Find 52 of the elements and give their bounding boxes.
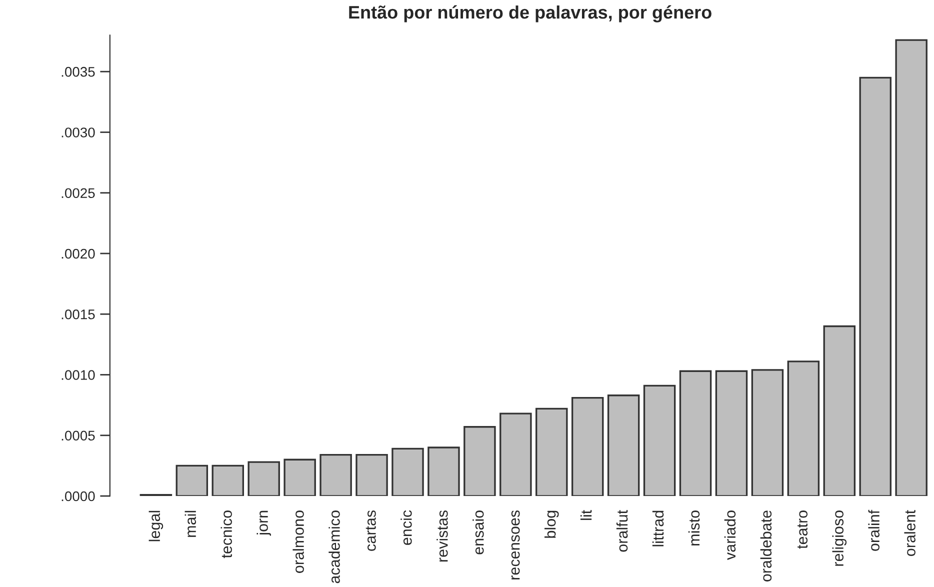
bar [715, 370, 748, 496]
bar [500, 412, 532, 496]
x-tick-label: recensoes [511, 510, 520, 580]
y-tick-label: .0000 [62, 491, 95, 502]
bar [392, 448, 424, 496]
x-tick-label: religioso [832, 510, 847, 566]
x-tick-label: blog [544, 510, 559, 538]
x-tick-label: oralent [904, 510, 916, 556]
x-tick-label: legal [148, 510, 164, 542]
x-tick-label: oralinf [868, 510, 880, 551]
bar [464, 426, 496, 496]
bar [679, 370, 712, 496]
bar [859, 76, 892, 496]
x-tick-label: oralmono [292, 510, 304, 573]
x-tick-label: revistas [436, 510, 448, 562]
y-tick-label: .0005 [62, 430, 95, 441]
chart-title: Então por número de palavras, por género [349, 5, 712, 22]
bar [248, 461, 280, 496]
x-tick-label: tecnico [220, 510, 232, 558]
bar [787, 360, 820, 496]
x-tick-label: jorn [256, 510, 271, 536]
bar [428, 446, 460, 496]
x-tick-label: ensaio [472, 510, 484, 554]
x-tick-label: encic [400, 510, 412, 545]
x-tick-label: littrad [652, 510, 664, 546]
bar [176, 464, 208, 496]
bar [571, 396, 604, 496]
x-tick-label: variado [724, 510, 736, 560]
x-tick-label: oraldebate [760, 510, 772, 582]
bar [607, 394, 640, 496]
bar [823, 325, 856, 496]
bar [751, 369, 784, 496]
x-tick-label: cartas [366, 510, 376, 551]
y-tick-label: .0025 [62, 188, 95, 198]
bar [536, 408, 568, 496]
x-tick-label: oralfut [616, 510, 628, 552]
x-tick-label: lit [580, 510, 592, 520]
bar [895, 39, 928, 496]
y-tick-label: .0035 [62, 66, 95, 77]
y-tick-label: .0015 [62, 309, 95, 320]
x-tick-label: mail [184, 510, 196, 537]
y-tick-label: .0010 [62, 370, 95, 380]
bar [212, 464, 244, 496]
x-tick-label: misto [688, 510, 700, 546]
bar [356, 454, 388, 496]
x-tick-label: teatro [798, 510, 808, 549]
y-tick-label: .0030 [62, 128, 95, 138]
bar [284, 458, 316, 496]
bar [320, 454, 352, 496]
bar [643, 384, 676, 496]
x-tick-label: academico [328, 510, 340, 584]
y-tick-label: .0020 [62, 248, 95, 259]
